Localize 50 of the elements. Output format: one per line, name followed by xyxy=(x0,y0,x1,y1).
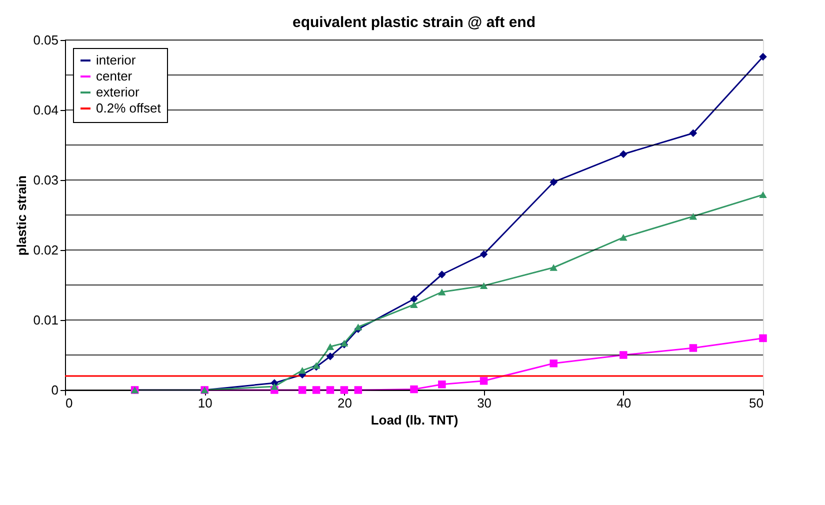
point xyxy=(410,301,418,308)
point xyxy=(410,295,418,303)
point xyxy=(298,386,306,394)
point xyxy=(759,191,767,198)
x-tick-label: 30 xyxy=(477,396,492,410)
y-tick-label: 0.02 xyxy=(33,242,58,258)
x-axis-title: Load (lb. TNT) xyxy=(370,412,458,428)
y-tick-label: 0.05 xyxy=(33,32,58,48)
point xyxy=(550,264,558,271)
point xyxy=(480,377,488,385)
point xyxy=(689,213,698,220)
chart-title: equivalent plastic strain @ aft end xyxy=(292,14,536,31)
point xyxy=(326,343,334,350)
x-tick-label: 40 xyxy=(616,396,632,410)
y-tick-label: 0.04 xyxy=(33,102,58,118)
x-tick-label: 50 xyxy=(749,396,764,410)
point xyxy=(759,334,767,342)
legend-label: 0.2% offset xyxy=(96,100,162,116)
y-axis-title: plastic strain xyxy=(14,175,30,256)
point xyxy=(438,288,446,296)
point xyxy=(550,360,558,368)
point xyxy=(759,52,767,61)
point xyxy=(620,234,628,241)
point xyxy=(438,270,446,278)
point xyxy=(354,324,362,330)
point xyxy=(438,380,446,388)
point xyxy=(480,250,488,258)
point xyxy=(270,383,278,390)
legend-label: center xyxy=(96,68,133,84)
point xyxy=(298,367,306,374)
point xyxy=(312,386,320,394)
x-tick-label: 0 xyxy=(66,396,73,410)
legend-label: interior xyxy=(96,52,136,68)
y-tick-label: 0.03 xyxy=(33,172,58,188)
point xyxy=(326,352,334,360)
y-tick-label: 0.01 xyxy=(33,312,58,328)
legend-label: exterior xyxy=(96,84,140,100)
x-tick-label: 10 xyxy=(198,396,212,410)
point xyxy=(354,386,362,394)
point xyxy=(689,344,698,352)
point xyxy=(620,351,628,359)
y-tick-label: 0 xyxy=(51,382,58,398)
point xyxy=(689,129,698,137)
point xyxy=(340,386,348,394)
point xyxy=(480,282,488,290)
point xyxy=(410,385,418,394)
point xyxy=(620,150,628,158)
point xyxy=(550,178,558,186)
x-tick-label: 20 xyxy=(337,396,352,410)
point xyxy=(326,386,334,394)
